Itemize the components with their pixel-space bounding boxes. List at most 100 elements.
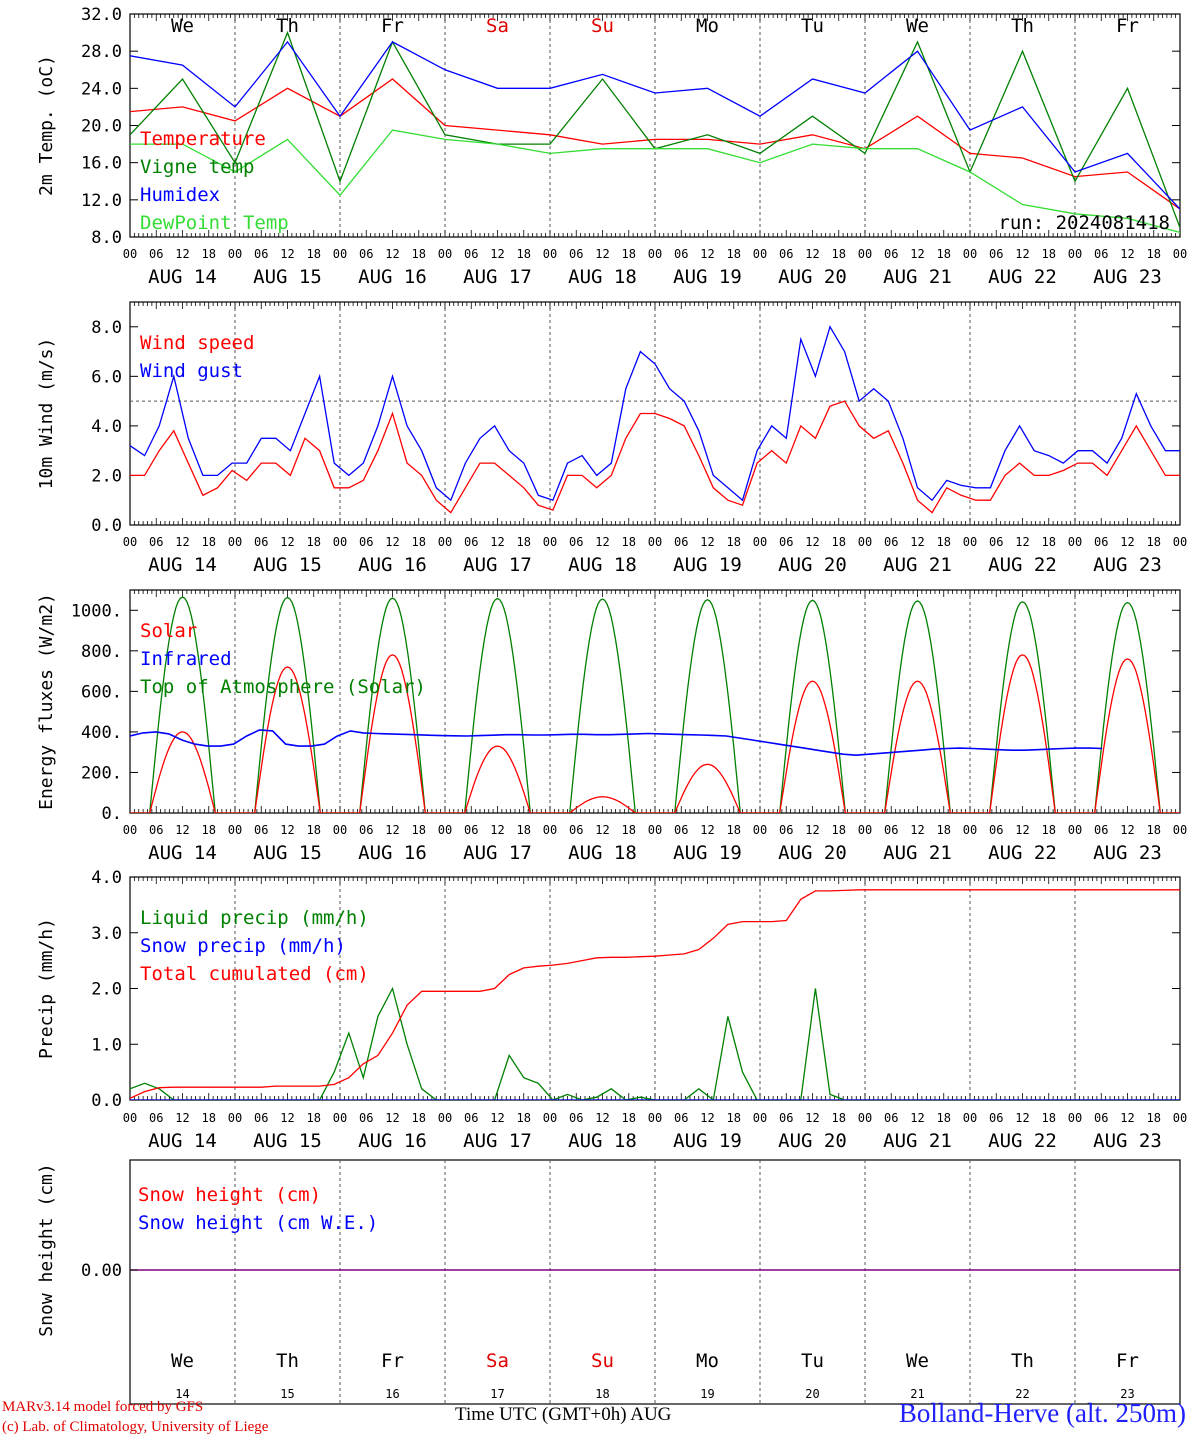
hour-tick-label: 18 [937,823,951,837]
hour-tick-label: 06 [569,1111,583,1125]
hour-tick-label: 12 [1120,535,1134,549]
panel-frame [129,13,1181,238]
date-label: AUG 22 [988,554,1057,576]
hour-tick-label: 18 [1147,823,1161,837]
weekday-label: Tu [801,15,824,37]
date-label: AUG 20 [778,554,847,576]
weekday-label: Fr [381,1350,404,1372]
date-label: AUG 23 [1093,554,1162,576]
hour-tick-label: 06 [884,535,898,549]
hour-tick-label: 00 [1173,535,1187,549]
legend-entry: Solar [140,620,197,642]
hour-tick-label: 06 [989,535,1003,549]
hour-tick-label: 06 [149,535,163,549]
hour-tick-label: 12 [805,1111,819,1125]
date-label: AUG 22 [988,842,1057,864]
hour-tick-label: 18 [412,1111,426,1125]
hour-tick-label: 06 [779,823,793,837]
hour-tick-label: 00 [123,247,137,261]
hour-tick-label: 12 [910,823,924,837]
day-number-label: 20 [805,1387,819,1401]
date-label: AUG 21 [883,842,952,864]
hour-tick-label: 06 [1094,247,1108,261]
date-label: AUG 23 [1093,266,1162,288]
hour-tick-label: 00 [1068,535,1082,549]
hour-tick-label: 12 [175,535,189,549]
series-line-temperature [130,78,1180,210]
date-label: AUG 18 [568,1130,637,1152]
hour-tick-label: 00 [753,1111,767,1125]
weekday-label: Mo [696,15,719,37]
panel-1: 00 06 12 18 AUG 14 00 06 12 18 AUG 15 00 06 12 18 AUG … [36,5,1187,288]
hour-tick-label: 06 [359,247,373,261]
legend-entry: Snow height (cm) [138,1184,321,1206]
hour-tick-label: 18 [622,823,636,837]
y-tick-label: 24.0 [81,79,122,99]
hour-tick-label: 18 [412,823,426,837]
date-label: AUG 16 [358,1130,427,1152]
hour-tick-label: 12 [805,247,819,261]
hour-tick-label: 12 [910,535,924,549]
series-line-top-of-atmosphere [130,596,1180,813]
hour-tick-label: 18 [202,823,216,837]
hour-tick-label: 06 [359,1111,373,1125]
hour-tick-label: 12 [1120,247,1134,261]
hour-tick-label: 12 [280,535,294,549]
y-axis-label: 2m Temp. (oC) [36,55,57,196]
weekday-label: Fr [1116,15,1139,37]
hour-tick-label: 00 [648,535,662,549]
hour-tick-label: 12 [385,823,399,837]
hour-tick-label: 06 [989,823,1003,837]
legend-entry: DewPoint Temp [140,212,289,234]
panel-3: 00 06 12 18 AUG 14 00 06 12 18 AUG 15 00 06 12 18 AUG … [36,589,1187,864]
day-number-label: 23 [1120,1387,1134,1401]
weekday-label: Th [1011,1350,1034,1372]
hour-tick-label: 12 [595,535,609,549]
date-label: AUG 14 [148,554,217,576]
hour-tick-label: 18 [832,247,846,261]
hour-tick-label: 12 [385,247,399,261]
hour-tick-label: 18 [307,823,321,837]
date-label: AUG 15 [253,266,322,288]
hour-tick-label: 06 [359,823,373,837]
y-tick-label: 0.0 [91,1091,122,1111]
weekday-label: Th [1011,15,1034,37]
hour-tick-label: 12 [805,823,819,837]
y-tick-label: 0. [102,804,122,824]
date-label: AUG 17 [463,842,532,864]
panel-2: 00 06 12 18 AUG 14 00 06 12 18 AUG 15 00 06 12 18 AUG … [36,301,1187,576]
y-tick-label: 20.0 [81,117,122,137]
legend-entry: Wind speed [140,332,254,354]
hour-tick-label: 06 [884,1111,898,1125]
day-number-label: 22 [1015,1387,1029,1401]
date-label: AUG 18 [568,266,637,288]
hour-tick-label: 06 [674,535,688,549]
y-tick-label: 32.0 [81,5,122,25]
hour-tick-label: 12 [385,1111,399,1125]
day-number-label: 17 [490,1387,504,1401]
hour-tick-label: 12 [700,247,714,261]
hour-tick-label: 06 [989,247,1003,261]
hour-tick-label: 12 [700,1111,714,1125]
y-tick-label: 400. [81,723,122,743]
hour-tick-label: 18 [727,247,741,261]
date-label: AUG 19 [673,554,742,576]
y-axis-label: Energy fluxes (W/m2) [36,593,57,810]
date-label: AUG 16 [358,554,427,576]
hour-tick-label: 00 [1173,823,1187,837]
legend-entry: Wind gust [140,360,243,382]
panel-5: 0.00 Snow height (cm) Snow height (cm) Snow… [36,1159,1181,1405]
y-tick-label: 16.0 [81,154,122,174]
hour-tick-label: 00 [858,247,872,261]
hour-tick-label: 18 [622,1111,636,1125]
hour-tick-label: 12 [910,247,924,261]
date-label: AUG 21 [883,554,952,576]
hour-tick-label: 12 [1015,823,1029,837]
hour-tick-label: 06 [254,823,268,837]
y-tick-label: 28.0 [81,42,122,62]
hour-tick-label: 00 [333,823,347,837]
hour-tick-label: 06 [149,823,163,837]
hour-tick-label: 12 [280,247,294,261]
hour-tick-label: 18 [1042,823,1056,837]
panel-frame [129,589,1181,814]
